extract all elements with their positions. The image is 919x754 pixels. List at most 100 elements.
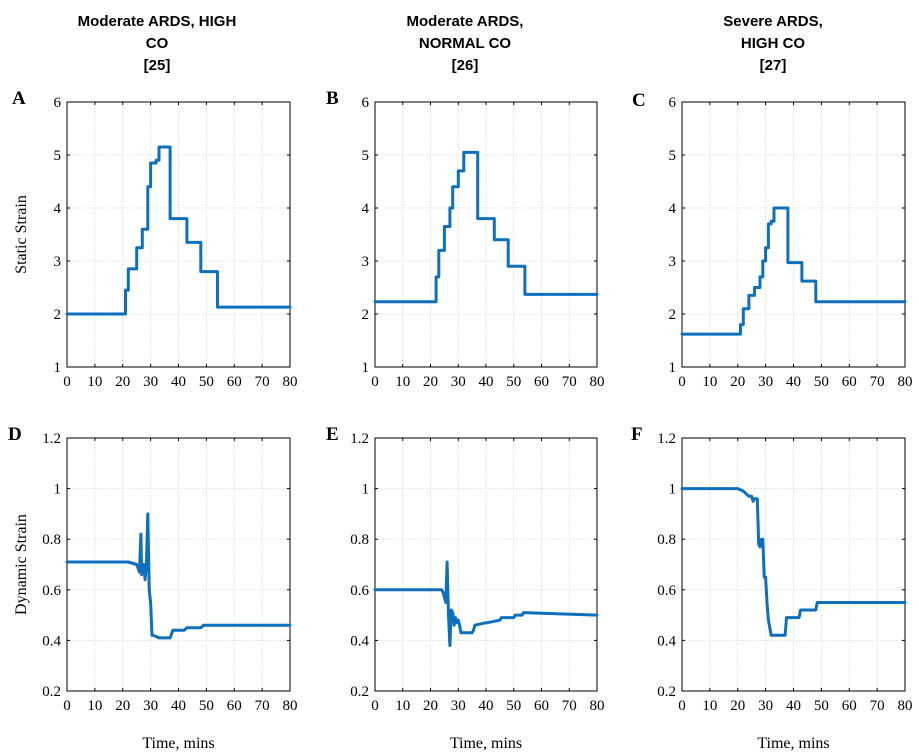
- x-tick-label: 20: [730, 698, 745, 714]
- x-axis-label: Time, mins: [142, 735, 214, 752]
- x-tick-label: 70: [255, 698, 270, 714]
- x-tick-label: 70: [870, 374, 885, 390]
- x-tick-label: 60: [842, 374, 857, 390]
- x-axis-label: Time, mins: [757, 735, 829, 752]
- y-tick-label: 3: [54, 254, 62, 270]
- y-tick-label: 5: [362, 148, 370, 164]
- x-tick-label: 50: [814, 698, 829, 714]
- x-tick-label: 80: [898, 698, 913, 714]
- x-tick-label: 30: [451, 374, 466, 390]
- y-tick-label: 0.8: [657, 532, 676, 548]
- y-tick-label: 4: [669, 201, 677, 217]
- y-tick-label: 6: [362, 95, 370, 111]
- column-title-3-line-1: Severe ARDS,: [723, 13, 823, 30]
- y-tick-label: 0.6: [42, 583, 61, 599]
- chart-panel-a: 0 10 20 30 40 50 60 70 80 1 2 3 4 5 6 A Static Strain: [12, 88, 298, 390]
- x-tick-label: 40: [479, 374, 494, 390]
- y-tick-label: 0.2: [350, 684, 369, 700]
- y-axis-label: Dynamic Strain: [13, 514, 30, 615]
- x-tick-label: 40: [479, 698, 494, 714]
- x-tick-label: 20: [423, 698, 438, 714]
- x-tick-label: 70: [255, 374, 270, 390]
- y-tick-label: 4: [54, 201, 62, 217]
- x-tick-label: 60: [534, 374, 549, 390]
- column-title-2-line-3: [26]: [452, 57, 479, 74]
- chart-panel-d: 0 10 20 30 40 50 60 70 80 0.2 0.4 0.6 0.8 1 1.2 D Dynami…: [8, 424, 298, 752]
- column-title-2-line-2: NORMAL CO: [419, 35, 512, 52]
- x-tick-label: 10: [87, 698, 102, 714]
- x-tick-label: 30: [451, 698, 466, 714]
- x-tick-label: 10: [702, 698, 717, 714]
- panel-letter: B: [326, 88, 339, 109]
- y-tick-label: 0.4: [42, 633, 61, 649]
- y-tick-label: 1: [54, 360, 62, 376]
- panel-letter: C: [632, 90, 646, 111]
- panel-letter: E: [326, 424, 339, 445]
- chart-panel-c: 0 10 20 30 40 50 60 70 80 1 2 3 4 5 6 C: [632, 90, 913, 390]
- column-title-3-line-3: [27]: [760, 57, 787, 74]
- x-tick-label: 0: [63, 374, 71, 390]
- y-tick-label: 0.8: [350, 532, 369, 548]
- chart-panel-e: 0 10 20 30 40 50 60 70 80 0.2 0.4 0.6 0.8 1 1.2 E Time, …: [326, 424, 605, 752]
- y-tick-label: 0.6: [350, 583, 369, 599]
- x-tick-label: 70: [562, 374, 577, 390]
- x-tick-label: 70: [562, 698, 577, 714]
- x-tick-label: 40: [786, 698, 801, 714]
- chart-panel-f: 0 10 20 30 40 50 60 70 80 0.2 0.4 0.6 0.8 1 1.2 F Time, …: [631, 424, 913, 752]
- series-line-b: [373, 150, 599, 304]
- y-tick-label: 0.4: [350, 633, 369, 649]
- x-tick-label: 20: [115, 698, 130, 714]
- y-tick-label: 1: [669, 482, 677, 498]
- panel-letter: A: [12, 88, 26, 109]
- x-axis-label: Time, mins: [450, 735, 522, 752]
- y-tick-label: 1.2: [42, 431, 61, 447]
- y-tick-label: 1: [362, 360, 370, 376]
- y-tick-label: 2: [54, 307, 62, 323]
- y-tick-label: 1: [362, 482, 370, 498]
- column-title-1-line-3: [25]: [144, 57, 171, 74]
- x-tick-label: 50: [814, 374, 829, 390]
- x-tick-label: 40: [171, 374, 186, 390]
- x-tick-label: 0: [678, 374, 686, 390]
- y-tick-label: 5: [54, 148, 62, 164]
- x-tick-label: 60: [227, 698, 242, 714]
- y-axis-label: Static Strain: [13, 195, 30, 274]
- column-title-1-line-1: Moderate ARDS, HIGH: [78, 13, 237, 30]
- panel-letter: F: [631, 424, 643, 445]
- x-tick-label: 30: [143, 698, 158, 714]
- panel-letter: D: [8, 424, 22, 445]
- x-tick-label: 0: [371, 374, 379, 390]
- y-tick-label: 4: [362, 201, 370, 217]
- x-tick-label: 80: [590, 698, 605, 714]
- x-tick-label: 30: [758, 374, 773, 390]
- y-tick-label: 0.6: [657, 583, 676, 599]
- x-tick-label: 10: [395, 698, 410, 714]
- x-tick-label: 0: [371, 698, 379, 714]
- x-tick-label: 60: [842, 698, 857, 714]
- x-tick-label: 70: [870, 698, 885, 714]
- x-tick-label: 0: [678, 698, 686, 714]
- y-tick-label: 0.8: [42, 532, 61, 548]
- x-tick-label: 20: [730, 374, 745, 390]
- x-tick-label: 40: [171, 698, 186, 714]
- chart-panel-b: 0 10 20 30 40 50 60 70 80 1 2 3 4 5 6 B: [326, 88, 605, 390]
- x-tick-label: 50: [506, 374, 521, 390]
- y-tick-label: 1.2: [657, 431, 676, 447]
- x-tick-label: 20: [423, 374, 438, 390]
- x-tick-label: 20: [115, 374, 130, 390]
- x-tick-label: 80: [590, 374, 605, 390]
- y-tick-label: 3: [669, 254, 677, 270]
- x-tick-label: 80: [898, 374, 913, 390]
- y-tick-label: 0.2: [657, 684, 676, 700]
- series-line-f: [680, 487, 907, 637]
- x-tick-label: 50: [506, 698, 521, 714]
- y-tick-label: 0.4: [657, 633, 676, 649]
- y-tick-label: 6: [54, 95, 62, 111]
- y-tick-label: 2: [669, 307, 677, 323]
- x-tick-label: 80: [283, 374, 298, 390]
- y-tick-label: 5: [669, 148, 677, 164]
- x-tick-label: 60: [534, 698, 549, 714]
- x-tick-label: 0: [63, 698, 71, 714]
